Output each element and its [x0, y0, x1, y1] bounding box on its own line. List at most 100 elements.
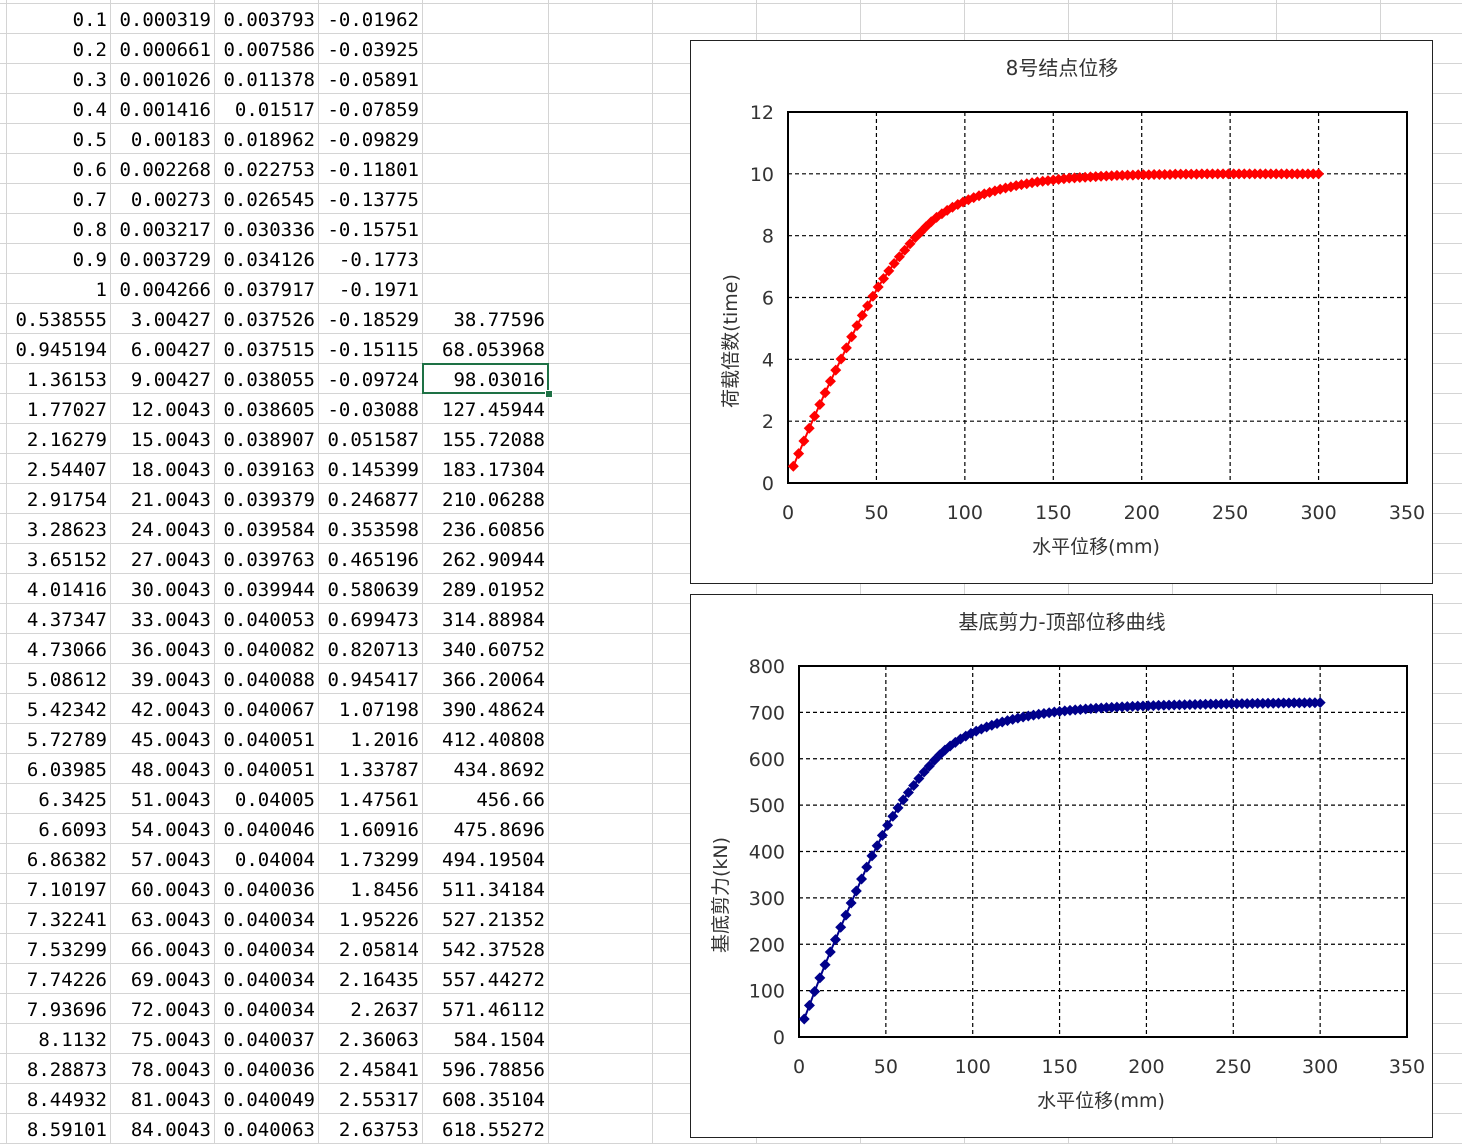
table-cell[interactable]: 1.07198	[338, 699, 419, 721]
table-cell[interactable]: 0.9	[72, 249, 107, 271]
table-cell[interactable]: 0.039944	[223, 579, 315, 601]
table-cell[interactable]: 0.011378	[223, 69, 315, 91]
table-cell[interactable]: 0.000661	[119, 39, 211, 61]
table-cell[interactable]	[422, 183, 548, 213]
table-cell[interactable]: 0.040037	[223, 1029, 315, 1051]
table-cell[interactable]: 2.55317	[338, 1089, 419, 1111]
table-cell[interactable]: 0.00183	[130, 129, 211, 151]
table-cell[interactable]: 0.040051	[223, 729, 315, 751]
table-cell[interactable]: 2.16279	[26, 429, 107, 451]
table-cell[interactable]: 0.040053	[223, 609, 315, 631]
table-cell[interactable]: 1.2016	[350, 729, 419, 751]
table-cell[interactable]	[422, 123, 548, 153]
table-cell[interactable]: 8.59101	[26, 1119, 107, 1141]
table-cell[interactable]: 0.538555	[15, 309, 107, 331]
table-cell[interactable]: 618.55272	[442, 1119, 545, 1141]
table-cell[interactable]	[422, 3, 548, 33]
table-cell[interactable]: -0.05891	[327, 69, 419, 91]
table-cell[interactable]: 0.040063	[223, 1119, 315, 1141]
table-cell[interactable]: 36.0043	[130, 639, 211, 661]
table-cell[interactable]: 9.00427	[130, 369, 211, 391]
table-cell[interactable]: 0.040034	[223, 999, 315, 1021]
table-cell[interactable]: 15.0043	[130, 429, 211, 451]
table-cell[interactable]: 434.8692	[453, 759, 545, 781]
table-cell[interactable]: 0.5	[72, 129, 107, 151]
table-cell[interactable]: -0.1773	[338, 249, 419, 271]
table-cell[interactable]: 0.040049	[223, 1089, 315, 1111]
table-cell[interactable]: 0.039379	[223, 489, 315, 511]
table-cell[interactable]: 596.78856	[442, 1059, 545, 1081]
table-cell[interactable]: 0.145399	[327, 459, 419, 481]
table-cell[interactable]: 0.01517	[234, 99, 315, 121]
table-cell[interactable]: 4.73066	[26, 639, 107, 661]
table-cell[interactable]: 390.48624	[442, 699, 545, 721]
table-cell[interactable]: 0.353598	[327, 519, 419, 541]
table-cell[interactable]: 2.45841	[338, 1059, 419, 1081]
table-cell[interactable]: 0.040046	[223, 819, 315, 841]
table-cell[interactable]: 6.86382	[26, 849, 107, 871]
table-cell[interactable]: 5.72789	[26, 729, 107, 751]
table-cell[interactable]: 0.038605	[223, 399, 315, 421]
table-cell[interactable]: 289.01952	[442, 579, 545, 601]
table-cell[interactable]: 0.037515	[223, 339, 315, 361]
table-cell[interactable]: 0.00273	[130, 189, 211, 211]
table-cell[interactable]: 412.40808	[442, 729, 545, 751]
table-cell[interactable]: -0.03925	[327, 39, 419, 61]
table-cell[interactable]	[422, 213, 548, 243]
table-cell[interactable]: 0.040034	[223, 909, 315, 931]
table-cell[interactable]: 60.0043	[130, 879, 211, 901]
table-cell[interactable]: 1.8456	[350, 879, 419, 901]
table-cell[interactable]: 0.465196	[327, 549, 419, 571]
chart-node8-displacement[interactable]: 8号结点位移 水平位移(mm) 荷载倍数(time) 0 50 100 150 200 2…	[690, 40, 1433, 584]
table-cell[interactable]: -0.07859	[327, 99, 419, 121]
table-cell[interactable]: 98.03016	[453, 369, 545, 391]
table-cell[interactable]: 81.0043	[130, 1089, 211, 1111]
table-cell[interactable]: 72.0043	[130, 999, 211, 1021]
table-cell[interactable]: 1.95226	[338, 909, 419, 931]
table-cell[interactable]: 8.1132	[38, 1029, 107, 1051]
table-cell[interactable]: 42.0043	[130, 699, 211, 721]
table-cell[interactable]: 0.945417	[327, 669, 419, 691]
table-cell[interactable]: 0.051587	[327, 429, 419, 451]
table-cell[interactable]: 0.003793	[223, 9, 315, 31]
chart-base-shear[interactable]: 基底剪力-顶部位移曲线 水平位移(mm) 基底剪力(kN) 0 50 100 150 2…	[690, 594, 1433, 1138]
table-cell[interactable]: 0.040082	[223, 639, 315, 661]
table-cell[interactable]: 0.3	[72, 69, 107, 91]
table-cell[interactable]: 0.580639	[327, 579, 419, 601]
table-cell[interactable]: 475.8696	[453, 819, 545, 841]
fill-handle[interactable]	[545, 390, 553, 398]
table-cell[interactable]: 4.01416	[26, 579, 107, 601]
table-cell[interactable]: 0.040036	[223, 1059, 315, 1081]
table-cell[interactable]: 0.2	[72, 39, 107, 61]
table-cell[interactable]: 0.039163	[223, 459, 315, 481]
table-cell[interactable]	[422, 63, 548, 93]
table-cell[interactable]: 1	[95, 279, 107, 301]
table-cell[interactable]: 456.66	[476, 789, 545, 811]
table-cell[interactable]: 262.90944	[442, 549, 545, 571]
table-cell[interactable]: 27.0043	[130, 549, 211, 571]
table-cell[interactable]: 6.3425	[38, 789, 107, 811]
table-cell[interactable]: 75.0043	[130, 1029, 211, 1051]
table-cell[interactable]: 0.004266	[119, 279, 211, 301]
table-cell[interactable]: 1.36153	[26, 369, 107, 391]
table-cell[interactable]: 7.93696	[26, 999, 107, 1021]
table-cell[interactable]: 8.44932	[26, 1089, 107, 1111]
table-cell[interactable]: 54.0043	[130, 819, 211, 841]
table-cell[interactable]	[422, 273, 548, 303]
table-cell[interactable]: 68.053968	[442, 339, 545, 361]
table-cell[interactable]: 155.72088	[442, 429, 545, 451]
table-cell[interactable]: 0.1	[72, 9, 107, 31]
table-cell[interactable]: 38.77596	[453, 309, 545, 331]
table-cell[interactable]: 0.039584	[223, 519, 315, 541]
table-cell[interactable]: 2.91754	[26, 489, 107, 511]
table-cell[interactable]: -0.15115	[327, 339, 419, 361]
table-cell[interactable]: 608.35104	[442, 1089, 545, 1111]
table-cell[interactable]: 366.20064	[442, 669, 545, 691]
table-cell[interactable]: 1.47561	[338, 789, 419, 811]
table-cell[interactable]: 3.28623	[26, 519, 107, 541]
table-cell[interactable]: 0.7	[72, 189, 107, 211]
table-cell[interactable]: 63.0043	[130, 909, 211, 931]
table-cell[interactable]: -0.03088	[327, 399, 419, 421]
table-cell[interactable]: 0.04004	[234, 849, 315, 871]
table-cell[interactable]: 0.040067	[223, 699, 315, 721]
